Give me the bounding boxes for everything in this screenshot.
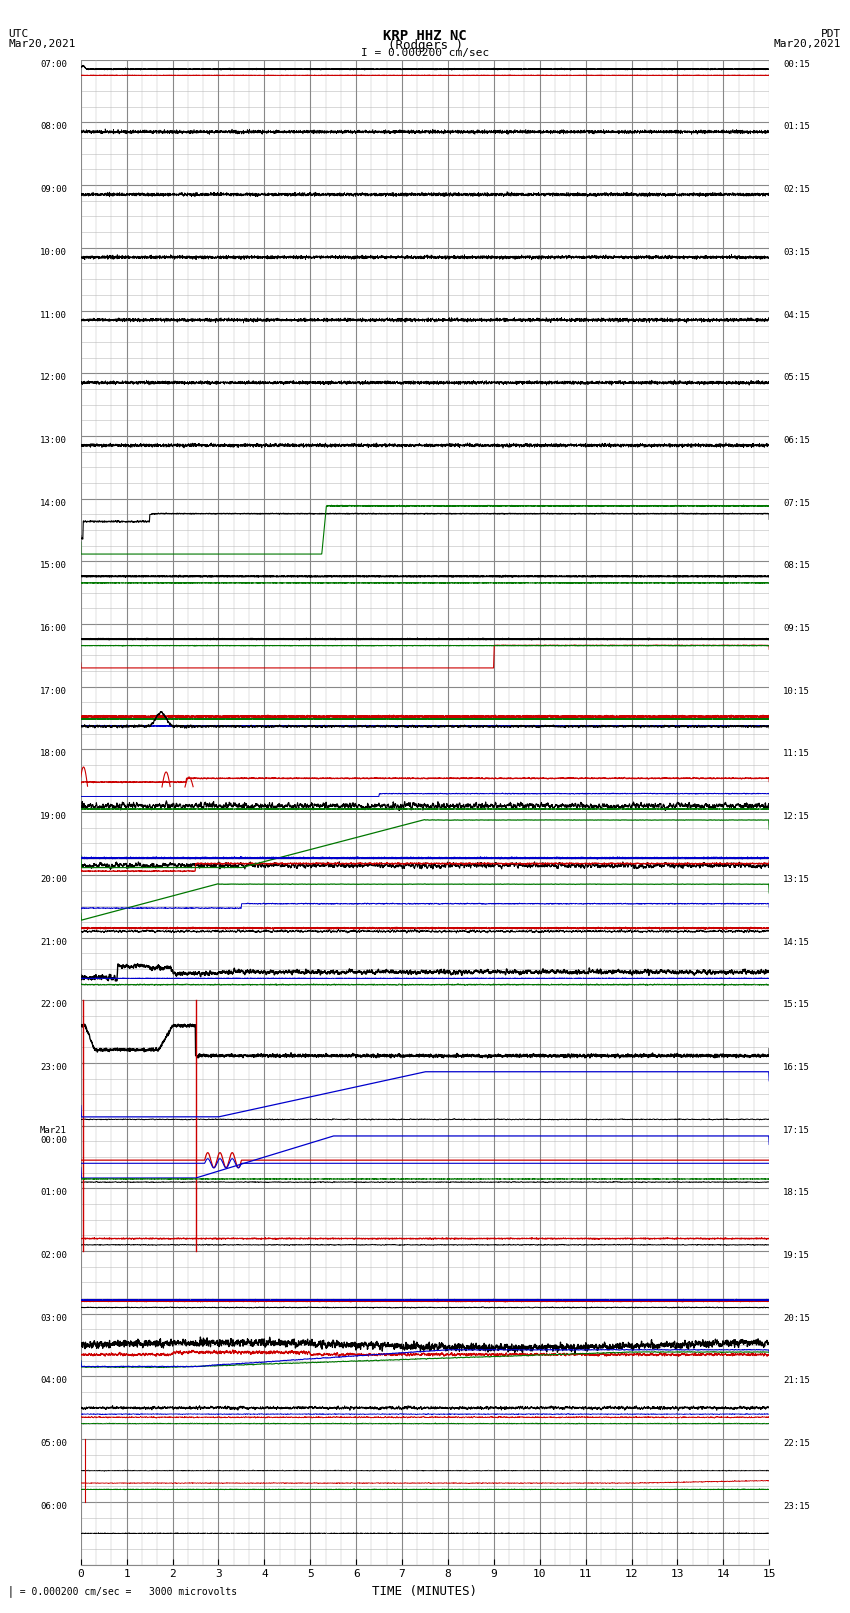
Text: 05:15: 05:15: [783, 373, 810, 382]
Text: 13:15: 13:15: [783, 874, 810, 884]
Text: 04:15: 04:15: [783, 311, 810, 319]
Text: 16:15: 16:15: [783, 1063, 810, 1073]
Text: 01:00: 01:00: [40, 1189, 67, 1197]
Text: 07:15: 07:15: [783, 498, 810, 508]
Text: 02:00: 02:00: [40, 1252, 67, 1260]
Text: 04:00: 04:00: [40, 1376, 67, 1386]
Text: 09:00: 09:00: [40, 185, 67, 194]
X-axis label: TIME (MINUTES): TIME (MINUTES): [372, 1586, 478, 1598]
Text: UTC: UTC: [8, 29, 29, 39]
Text: 03:00: 03:00: [40, 1313, 67, 1323]
Text: 11:00: 11:00: [40, 311, 67, 319]
Text: 14:15: 14:15: [783, 937, 810, 947]
Text: 19:00: 19:00: [40, 813, 67, 821]
Text: 11:15: 11:15: [783, 750, 810, 758]
Text: 13:00: 13:00: [40, 436, 67, 445]
Text: 06:15: 06:15: [783, 436, 810, 445]
Text: 23:15: 23:15: [783, 1502, 810, 1511]
Text: 07:00: 07:00: [40, 60, 67, 69]
Text: 08:15: 08:15: [783, 561, 810, 571]
Text: ⎮ = 0.000200 cm/sec =   3000 microvolts: ⎮ = 0.000200 cm/sec = 3000 microvolts: [8, 1586, 238, 1597]
Text: 20:00: 20:00: [40, 874, 67, 884]
Text: 01:15: 01:15: [783, 123, 810, 131]
Text: 15:00: 15:00: [40, 561, 67, 571]
Text: 18:15: 18:15: [783, 1189, 810, 1197]
Text: 17:15: 17:15: [783, 1126, 810, 1134]
Text: (Rodgers ): (Rodgers ): [388, 39, 462, 52]
Text: 23:00: 23:00: [40, 1063, 67, 1073]
Text: 16:00: 16:00: [40, 624, 67, 632]
Text: 10:00: 10:00: [40, 248, 67, 256]
Text: 21:15: 21:15: [783, 1376, 810, 1386]
Text: 06:00: 06:00: [40, 1502, 67, 1511]
Text: 12:00: 12:00: [40, 373, 67, 382]
Text: 17:00: 17:00: [40, 687, 67, 695]
Text: 00:15: 00:15: [783, 60, 810, 69]
Text: Mar21
00:00: Mar21 00:00: [40, 1126, 67, 1145]
Text: 22:15: 22:15: [783, 1439, 810, 1448]
Text: KRP HHZ NC: KRP HHZ NC: [383, 29, 467, 44]
Text: 03:15: 03:15: [783, 248, 810, 256]
Text: 22:00: 22:00: [40, 1000, 67, 1010]
Text: 05:00: 05:00: [40, 1439, 67, 1448]
Text: 12:15: 12:15: [783, 813, 810, 821]
Text: Mar20,2021: Mar20,2021: [8, 39, 76, 48]
Text: Mar20,2021: Mar20,2021: [774, 39, 842, 48]
Text: 08:00: 08:00: [40, 123, 67, 131]
Text: I = 0.000200 cm/sec: I = 0.000200 cm/sec: [361, 48, 489, 58]
Text: 15:15: 15:15: [783, 1000, 810, 1010]
Text: 14:00: 14:00: [40, 498, 67, 508]
Text: PDT: PDT: [821, 29, 842, 39]
Text: 21:00: 21:00: [40, 937, 67, 947]
Text: 19:15: 19:15: [783, 1252, 810, 1260]
Text: 20:15: 20:15: [783, 1313, 810, 1323]
Text: 10:15: 10:15: [783, 687, 810, 695]
Text: 18:00: 18:00: [40, 750, 67, 758]
Text: 09:15: 09:15: [783, 624, 810, 632]
Text: 02:15: 02:15: [783, 185, 810, 194]
